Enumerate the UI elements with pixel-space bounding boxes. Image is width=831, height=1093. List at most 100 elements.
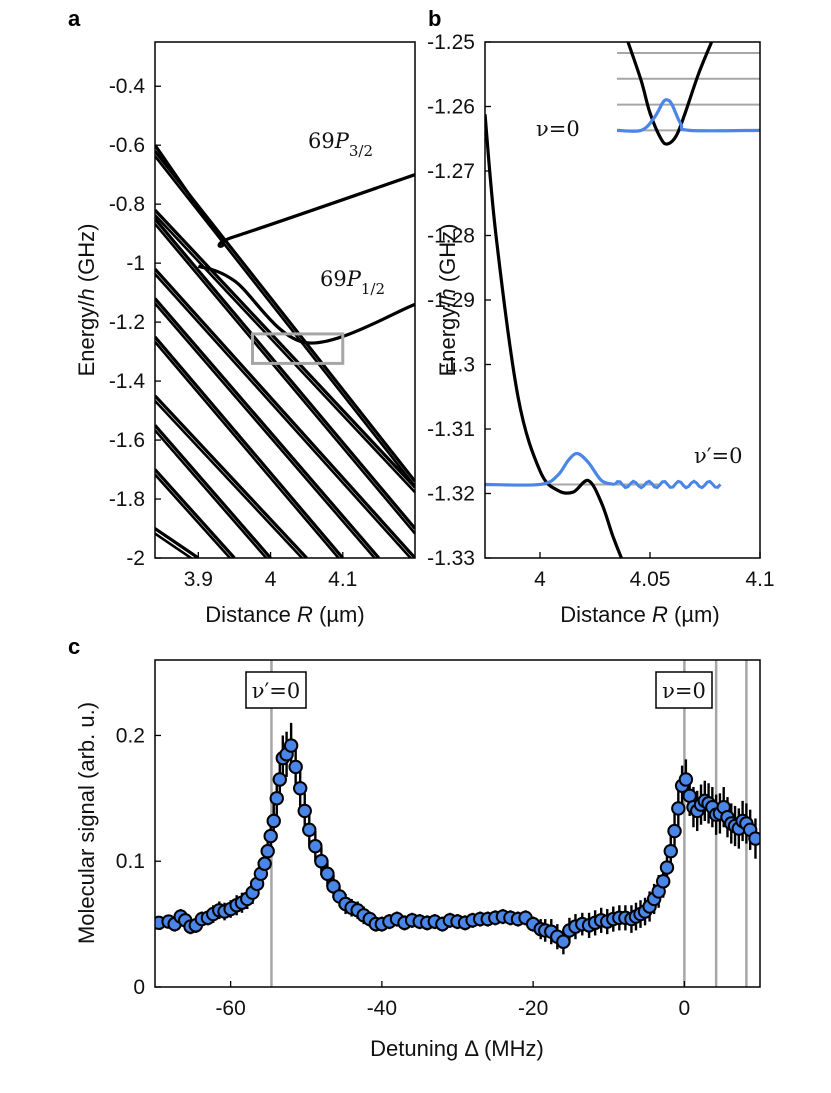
potential-curve: [155, 424, 272, 558]
data-point: [260, 843, 275, 859]
data-point: [320, 866, 335, 882]
panel-a-frame: [154, 41, 416, 559]
wavefunction-curve: [485, 451, 616, 487]
data-point: [748, 831, 760, 846]
panel-b-ytick-label: -1.31: [427, 418, 475, 441]
panel-b: 4 4.05 4.1 -1.33 -1.32 -1.31 -1.3 -1.29 -1.28 -1.…: [427, 31, 774, 627]
panel-b-xlabel: Distance R (µm): [560, 602, 719, 627]
potential-curve-pair: [155, 429, 268, 558]
panel-b-xtick-label: 4.1: [745, 568, 774, 591]
panel-b-xtick-label: 4: [534, 568, 546, 591]
panel-a-ylabel: Energy/h (GHz): [74, 224, 99, 377]
panel-c-ytick-label: 0.2: [116, 724, 145, 747]
potential-curve-pair: [155, 399, 304, 558]
panel-c-xtick-label: -20: [518, 997, 548, 1020]
annotation-69p32: 69P3/2: [308, 129, 373, 160]
potential-well-curve: [485, 114, 623, 558]
panel-c-frame: [154, 659, 761, 988]
data-point: [297, 803, 312, 819]
panel-b-ytick-label: -1.33: [427, 547, 475, 570]
data-point: [314, 854, 329, 869]
potential-curve-pair: [155, 532, 194, 558]
data-point: [269, 791, 284, 806]
panel-a-xlabel: Distance R (µm): [205, 602, 364, 627]
potential-curve-pair: [155, 473, 232, 558]
wavefunction-curve: [616, 98, 760, 133]
panel-a-ticks: 3.9 4 4.1 -2 -1.8 -1.6 -1.4 -1.2 -1 -0.8 -0.6 -0.4: [109, 75, 358, 591]
data-point: [266, 813, 281, 829]
panel-c-ytick-label: 0: [133, 976, 145, 999]
panel-a-xtick-label: 4.1: [328, 568, 357, 591]
potential-curve: [155, 150, 415, 483]
data-point: [263, 828, 278, 844]
panel-b-xtick-label: 4.05: [630, 568, 671, 591]
data-point: [272, 772, 287, 787]
annotation-box: [655, 671, 713, 709]
potential-curve: [155, 267, 415, 558]
panel-c-xtick-label: -60: [215, 997, 245, 1020]
potential-curve-pair: [155, 273, 413, 558]
panel-a-ytick-label: -0.4: [109, 75, 146, 98]
panel-a-ytick-label: -0.8: [109, 193, 145, 216]
panel-c-xtick-label: 0: [679, 997, 691, 1020]
data-point: [308, 838, 323, 854]
data-point: [556, 934, 571, 949]
data-point: [667, 823, 682, 839]
panel-b-ylabel: Energy/h (GHz): [435, 224, 460, 377]
potential-curve: [155, 208, 415, 489]
panel-c-plot-area: [155, 660, 760, 987]
panel-b-ytick-label: -1.29: [427, 289, 475, 312]
panel-c-annotations: ν′=0 ν=0: [245, 671, 713, 709]
panel-a-ytick-label: -1.2: [109, 311, 145, 334]
potential-curve-pair: [155, 214, 415, 494]
data-point: [293, 781, 308, 796]
panel-b-plot-area: [485, 42, 760, 558]
panel-c-xlabel: Detuning Δ (MHz): [370, 1036, 544, 1061]
panel-label-c: c: [68, 634, 80, 659]
panel-c-ylabel: Molecular signal (arb. u.): [74, 702, 99, 944]
panel-b-ytick-label: -1.3: [439, 354, 475, 377]
data-point: [656, 874, 671, 889]
panel-a-xtick-label: 3.9: [184, 568, 213, 591]
data-point: [659, 860, 675, 875]
zoom-highlight-box: [251, 332, 345, 365]
panel-b-ytick-label: -1.25: [427, 31, 475, 54]
panel-label-a: a: [68, 6, 81, 31]
potential-curve-pair: [155, 155, 415, 488]
panel-b-ytick-label: -1.32: [427, 483, 475, 506]
panel-c-ticks: -60 -40 -20 0 0 0.1 0.2: [116, 724, 690, 1020]
panel-c: -60 -40 -20 0 0 0.1 0.2 ν′=0 ν=0 Detuning Δ (MH…: [74, 659, 761, 1061]
panel-a-xtick-label: 4: [265, 568, 277, 591]
potential-curve: [155, 144, 415, 248]
panel-c-ytick-label: 0.1: [116, 850, 145, 873]
potential-well-curve: [626, 42, 714, 146]
annotation-label: ν=0: [662, 679, 706, 703]
annotation-nu0: ν=0: [536, 117, 580, 141]
potential-curve: [197, 264, 415, 345]
panel-a-ytick-label: -2: [126, 547, 145, 570]
potential-curve: [155, 335, 344, 558]
panel-b-ytick-label: -1.28: [427, 225, 475, 248]
data-point: [257, 856, 272, 871]
data-point: [671, 801, 686, 816]
data-point: [663, 843, 678, 859]
potential-curve: [155, 527, 200, 558]
panel-c-xtick-label: -40: [367, 997, 397, 1020]
panel-a-ytick-label: -1.8: [109, 488, 145, 511]
data-point: [302, 822, 317, 837]
potential-curve: [155, 468, 236, 558]
potential-curve-pair: [155, 302, 377, 558]
annotation-box: [245, 671, 307, 709]
data-point: [288, 759, 303, 775]
wavefunction-tail: [613, 479, 722, 490]
data-point: [283, 738, 299, 753]
panel-label-b: b: [428, 6, 441, 31]
potential-curve: [155, 217, 415, 530]
panel-a-ytick-label: -0.6: [109, 134, 145, 157]
potential-curve-pair: [155, 341, 341, 558]
potential-curve: [155, 297, 381, 558]
annotation-69p12: 69P1/2: [320, 267, 385, 298]
panel-a-ytick-label: -1.4: [109, 370, 146, 393]
data-point: [678, 772, 694, 787]
